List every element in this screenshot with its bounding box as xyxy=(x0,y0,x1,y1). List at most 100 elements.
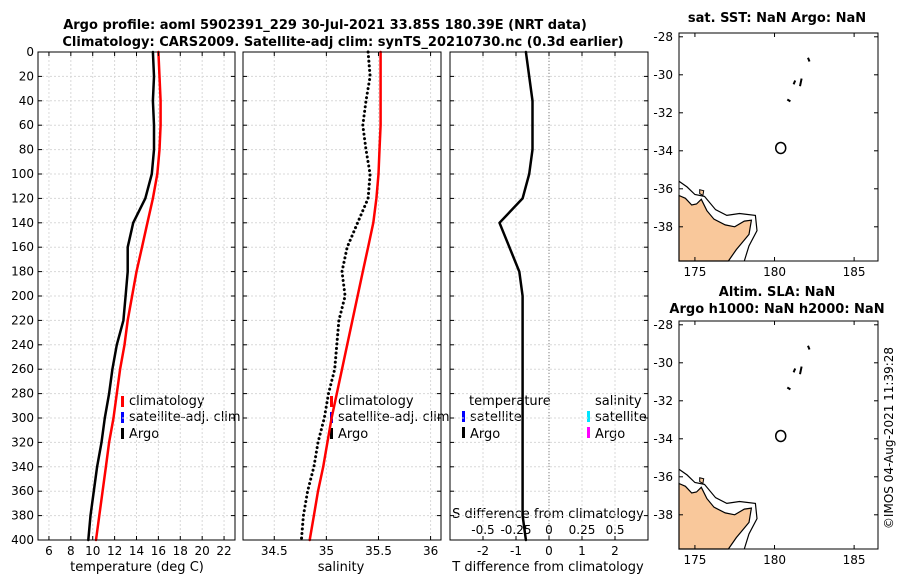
bathymetry-contour xyxy=(678,180,758,262)
legend-swatch-argo-salinity xyxy=(587,427,590,438)
x-tick-label: 8 xyxy=(67,544,75,558)
land-north-island xyxy=(678,194,753,262)
salinity-legend: climatology satellite-adj. clim Argo xyxy=(330,394,450,442)
y-tick-label: -30 xyxy=(653,356,673,370)
x-tick-label: 1 xyxy=(578,544,586,558)
y-tick-label: 120 xyxy=(11,191,34,205)
figure-title-line2: Climatology: CARS2009. Satellite-adj cli… xyxy=(62,35,623,50)
y-tick-label: 300 xyxy=(11,411,34,425)
imos-watermark: ©IMOS 04-Aug-2021 11:39:28 xyxy=(882,347,896,529)
x-tick-label: 16 xyxy=(151,544,166,558)
y-tick-label: 200 xyxy=(11,289,34,303)
x-tick-label: 180 xyxy=(763,553,786,567)
legend-swatch-argo-temperature xyxy=(462,427,465,438)
x-tick-label: 2 xyxy=(611,544,619,558)
sst_map-panel: 175 180 185 -28 -30 -32 -34 -36 -38 xyxy=(653,30,879,279)
profile-location-marker xyxy=(774,141,787,155)
x-tick-label: 0 xyxy=(545,544,553,558)
y-tick-label: -36 xyxy=(653,182,673,196)
map-frame xyxy=(678,320,879,550)
legend-swatch-argo xyxy=(330,428,333,439)
y-tick-label: 20 xyxy=(19,69,34,83)
y-tick-label: -30 xyxy=(653,68,673,82)
x-tick-label: 185 xyxy=(843,553,866,567)
y-tick-label: 320 xyxy=(11,435,34,449)
legend-label-satellite-adj: satellite-adj. clim xyxy=(129,410,241,425)
sla-map-title-line2: Argo h1000: NaN h2000: NaN xyxy=(669,302,884,317)
series-t-difference-argo- xyxy=(498,50,534,542)
x-tick-label: 18 xyxy=(173,544,188,558)
ridge-contour xyxy=(799,366,803,375)
y-tick-label: 240 xyxy=(11,338,34,352)
y-tick-label: -38 xyxy=(653,220,673,234)
y-tick-label: 280 xyxy=(11,387,34,401)
x-tick-label: 20 xyxy=(195,544,210,558)
x-tick-label: 34.5 xyxy=(261,544,288,558)
legend-title-salinity: salinity xyxy=(595,394,642,409)
ridge-contour xyxy=(807,345,811,350)
x-tick-label: -2 xyxy=(477,544,489,558)
ridge-contour xyxy=(807,57,811,62)
profile-location-marker xyxy=(774,429,787,443)
x-tick-label: 185 xyxy=(843,265,866,279)
land-island xyxy=(699,477,705,485)
y-tick-label: 180 xyxy=(11,265,34,279)
sla-map-title-line1: Altim. SLA: NaN xyxy=(719,285,835,300)
map-frame xyxy=(678,32,879,262)
x-tick-label: 10 xyxy=(85,544,100,558)
bathymetry-contour xyxy=(678,468,758,550)
y-tick-label: -32 xyxy=(653,394,673,408)
legend-swatch-climatology xyxy=(330,396,333,407)
x-tick-label: 14 xyxy=(129,544,144,558)
difference-xlabel: T difference from climatology xyxy=(451,560,644,575)
ridge-contour xyxy=(792,368,797,373)
legend-label-sat-salinity: satellite xyxy=(595,410,647,425)
y-tick-label: 60 xyxy=(19,118,34,132)
legend-label-argo: Argo xyxy=(129,427,159,442)
x-top-tick-label: 0.5 xyxy=(605,523,624,537)
salinity-xlabel: salinity xyxy=(318,560,365,575)
difference-xlabel-top: S difference from climatology xyxy=(452,507,644,522)
legend-swatch-climatology xyxy=(121,396,124,407)
legend-label-argo-temperature: Argo xyxy=(470,427,500,442)
y-tick-label: -28 xyxy=(653,30,673,44)
difference-panel: -2 -1 0 1 2 -0.5 -0.25 0 0.25 0.5 xyxy=(449,50,649,558)
y-tick-label: 380 xyxy=(11,509,34,523)
x-tick-label: 22 xyxy=(216,544,231,558)
y-tick-label: 140 xyxy=(11,216,34,230)
x-top-tick-label: 0 xyxy=(545,523,553,537)
legend-swatch-sat-temperature xyxy=(462,411,465,422)
y-tick-label: -34 xyxy=(653,432,673,446)
y-tick-label: -32 xyxy=(653,106,673,120)
difference-legend: temperature satellite Argo salinity sate… xyxy=(462,394,647,442)
y-tick-label: -28 xyxy=(653,318,673,332)
series-argo xyxy=(299,50,372,542)
legend-label-satellite-adj: satellite-adj. clim xyxy=(338,410,450,425)
y-tick-label: 40 xyxy=(19,94,34,108)
y-tick-label: 400 xyxy=(11,533,34,547)
y-tick-label: 100 xyxy=(11,167,34,181)
x-tick-label: 180 xyxy=(763,265,786,279)
series-climatology xyxy=(308,50,382,542)
ridge-contour xyxy=(786,98,791,103)
y-tick-label: 80 xyxy=(19,143,34,157)
legend-swatch-argo xyxy=(121,428,124,439)
land-island xyxy=(699,189,705,197)
figure-title-line1: Argo profile: aoml 5902391_229 30-Jul-20… xyxy=(63,18,587,33)
ridge-contour xyxy=(799,78,803,87)
y-tick-label: 220 xyxy=(11,313,34,327)
series-climatology xyxy=(94,50,162,542)
x-tick-label: 6 xyxy=(45,544,53,558)
y-tick-label: 340 xyxy=(11,460,34,474)
y-tick-label: 360 xyxy=(11,484,34,498)
x-tick-label: 36 xyxy=(423,544,438,558)
x-tick-label: 12 xyxy=(107,544,122,558)
y-tick-label: 160 xyxy=(11,240,34,254)
x-top-tick-label: -0.25 xyxy=(500,523,531,537)
y-tick-label: -34 xyxy=(653,144,673,158)
series-argo xyxy=(87,50,156,542)
legend-swatch-sat-salinity xyxy=(587,411,590,422)
land-north-island xyxy=(678,482,753,550)
temperature-legend: climatology satellite-adj. clim Argo xyxy=(121,394,241,442)
